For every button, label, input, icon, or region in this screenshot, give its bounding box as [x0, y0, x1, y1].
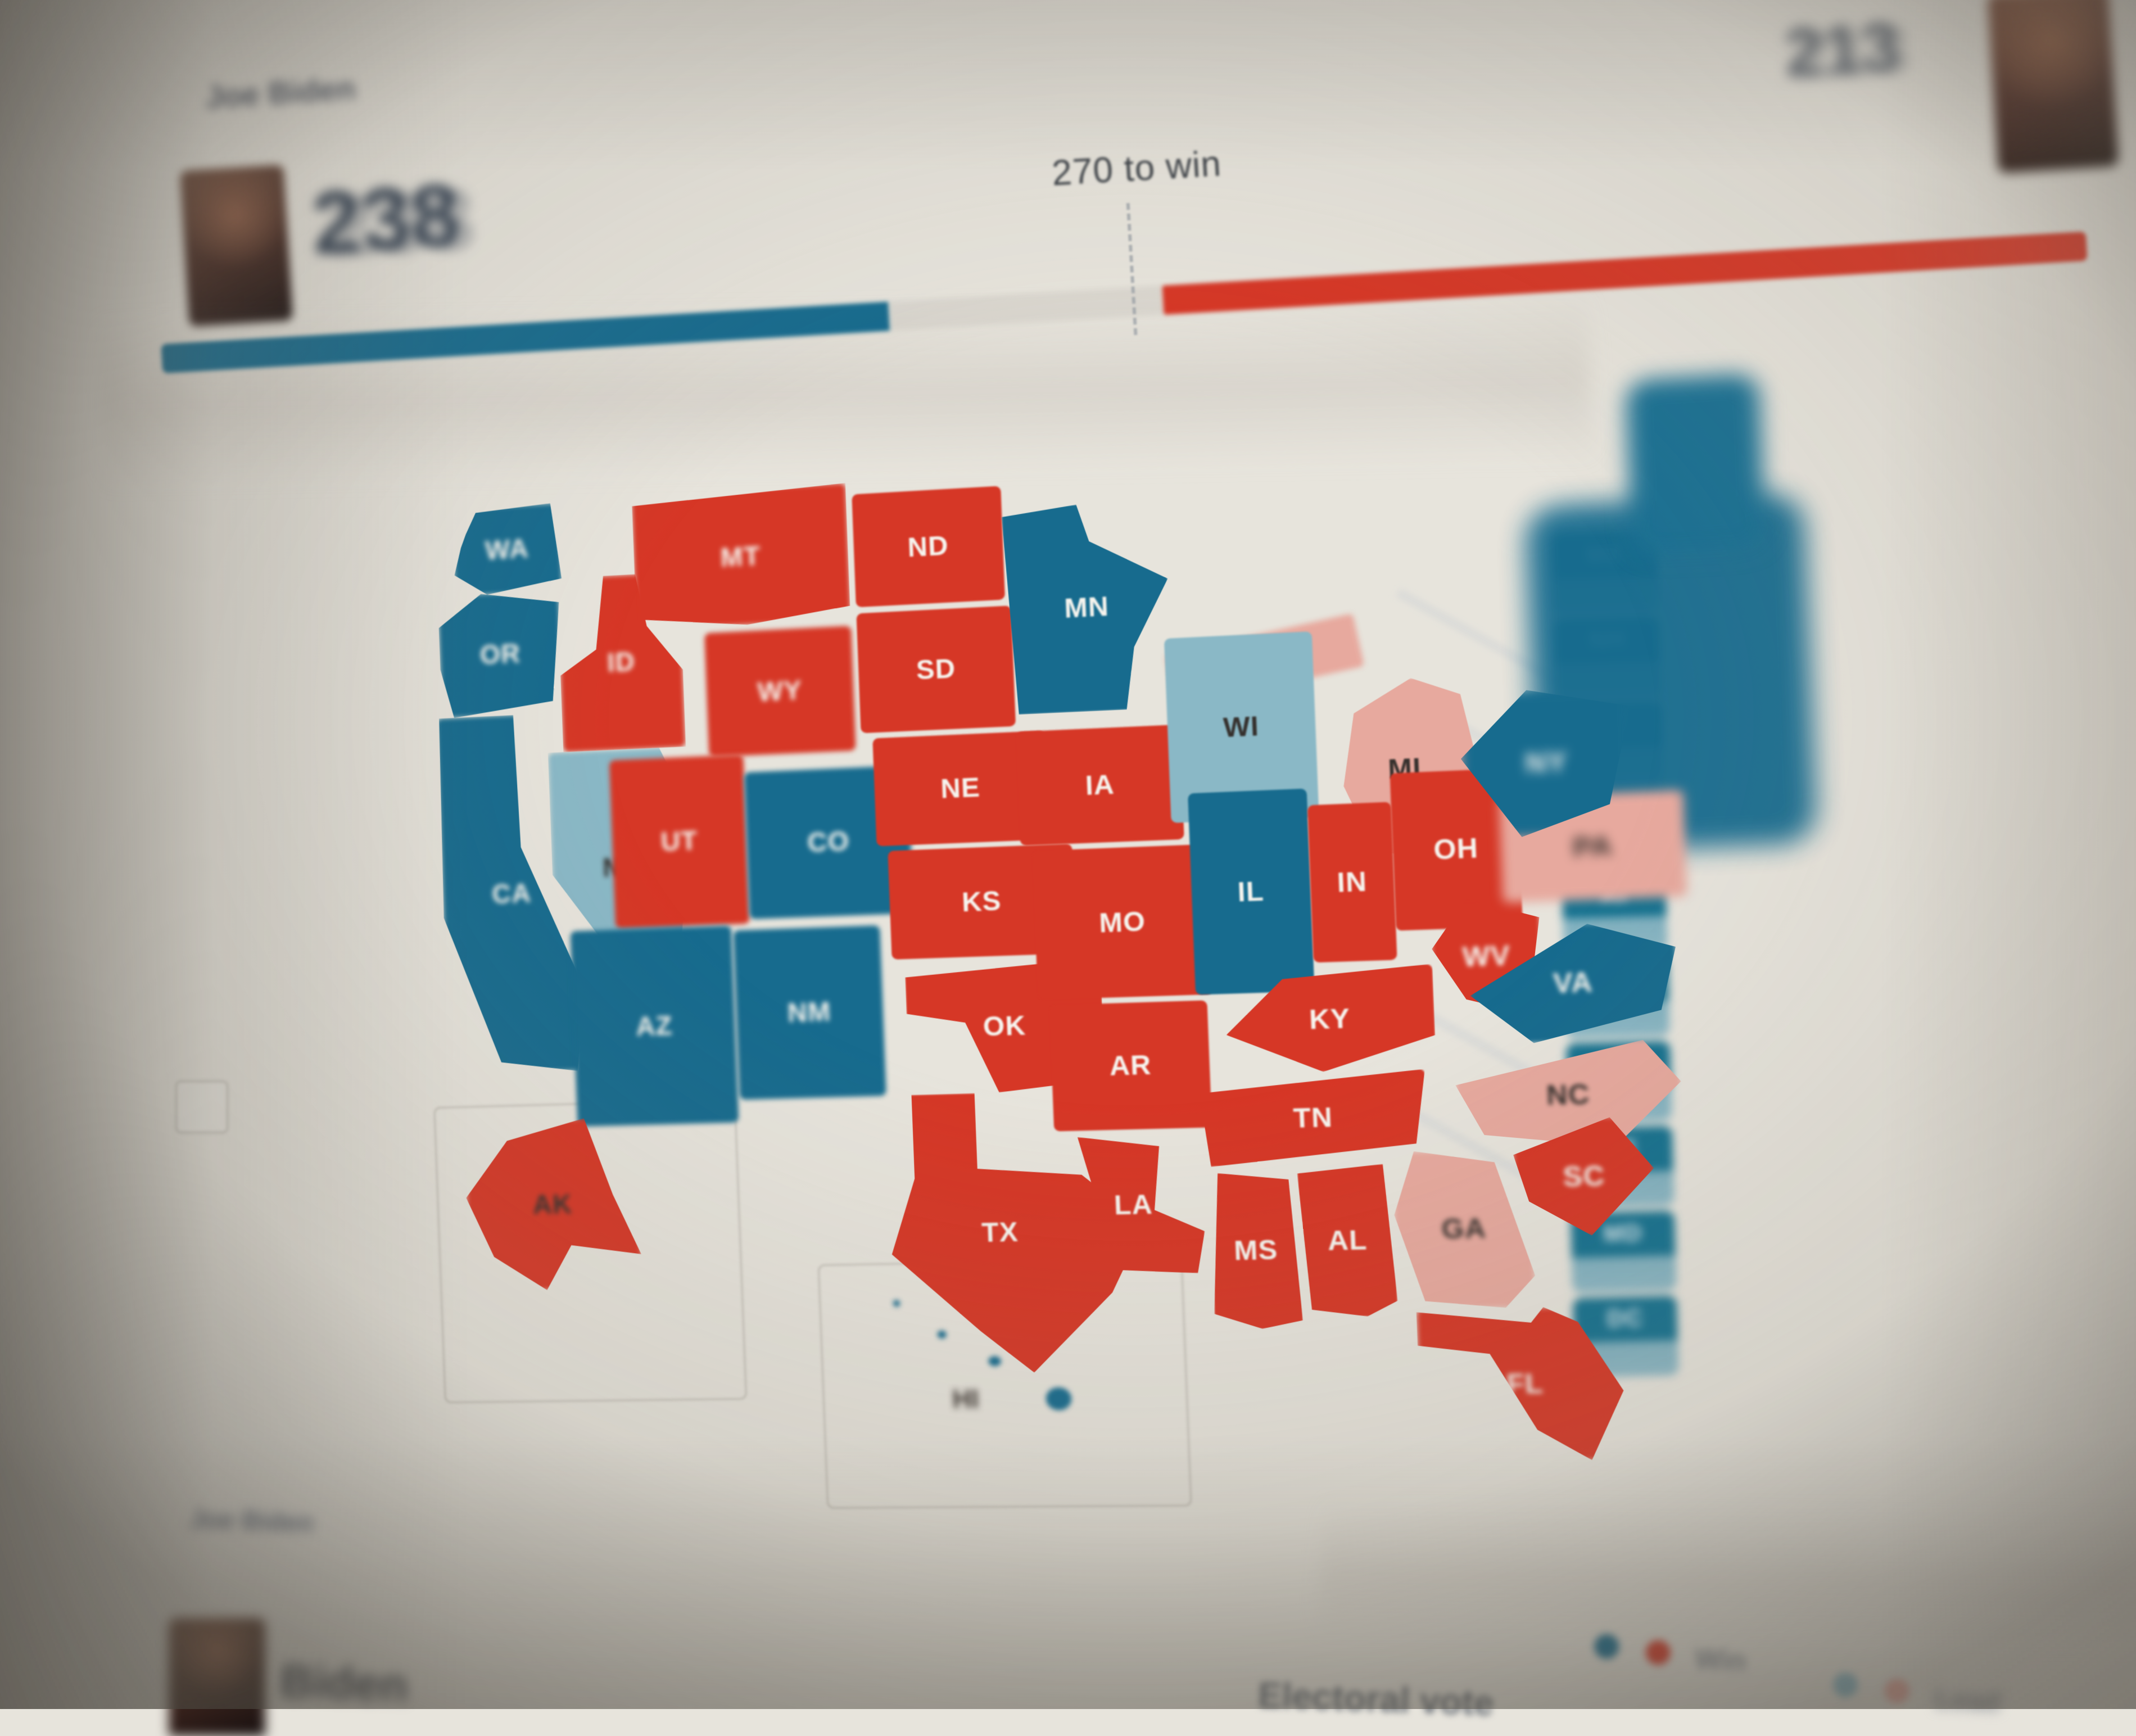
- state-label-AZ: AZ: [635, 1011, 673, 1042]
- state-label-PA: PA: [1572, 830, 1613, 864]
- state-label-MO: MO: [1098, 906, 1146, 939]
- legend-dem-lead-dot: [1832, 1672, 1859, 1698]
- state-label-MT: MT: [719, 541, 762, 573]
- state-label-ND: ND: [907, 530, 949, 563]
- state-label-NY: NY: [1524, 746, 1568, 779]
- map-zoom-control[interactable]: [175, 1081, 228, 1133]
- state-ND[interactable]: ND: [852, 485, 1005, 608]
- state-MT[interactable]: MT: [632, 483, 851, 630]
- undecided-bar-segment: [888, 286, 1164, 331]
- hawaii-island: [893, 1299, 900, 1307]
- state-label-NE: NE: [940, 772, 981, 805]
- state-label-HI: HI: [952, 1383, 980, 1414]
- state-IN[interactable]: IN: [1307, 802, 1397, 962]
- state-label-OK: OK: [982, 1011, 1027, 1043]
- state-label-UT: UT: [660, 826, 699, 858]
- state-label-KS: KS: [961, 886, 1002, 918]
- target-to-win-label: 270 to win: [1051, 143, 1223, 193]
- state-label-AL: AL: [1327, 1224, 1368, 1257]
- state-WY[interactable]: WY: [704, 625, 856, 757]
- state-label-OH: OH: [1433, 833, 1479, 866]
- legend-win-label: Win: [1694, 1643, 1747, 1677]
- state-label-AR: AR: [1108, 1050, 1152, 1082]
- state-UT[interactable]: UT: [609, 754, 750, 929]
- electoral-vote-caption: Electoral vote: [1257, 1674, 1495, 1724]
- state-label-TX: TX: [981, 1217, 1019, 1249]
- legend-lead-label: Lead: [1934, 1682, 2002, 1717]
- state-label-AK: AK: [532, 1189, 573, 1220]
- state-AZ[interactable]: AZ: [570, 925, 739, 1127]
- state-label-GA: GA: [1441, 1213, 1487, 1246]
- state-label-SD: SD: [915, 653, 957, 686]
- state-TN[interactable]: TN: [1198, 1069, 1428, 1167]
- state-label-IL: IL: [1237, 876, 1265, 908]
- state-label-LA: LA: [1113, 1189, 1153, 1221]
- state-MO[interactable]: MO: [1032, 844, 1214, 1001]
- state-label-CA: CA: [491, 878, 532, 910]
- state-label-SC: SC: [1562, 1160, 1606, 1193]
- state-MS[interactable]: MS: [1209, 1172, 1304, 1330]
- left-candidate-name: Joe Biden: [204, 70, 357, 115]
- state-label-CO: CO: [807, 826, 850, 858]
- left-candidate-photo: [179, 164, 293, 327]
- footer-section-label: Joe Biden: [189, 1504, 314, 1538]
- state-IA[interactable]: IA: [1016, 724, 1184, 846]
- state-AL[interactable]: AL: [1297, 1164, 1398, 1317]
- state-MN[interactable]: MN: [1001, 500, 1173, 715]
- state-IL[interactable]: IL: [1187, 788, 1315, 996]
- state-label-KY: KY: [1309, 1003, 1351, 1036]
- state-SD[interactable]: SD: [856, 605, 1016, 734]
- state-label-NC: NC: [1545, 1078, 1591, 1111]
- state-label-WA: WA: [485, 534, 530, 566]
- northeast-states-cluster: [1624, 373, 1766, 555]
- state-label-WY: WY: [757, 675, 803, 708]
- hawaii-island[interactable]: [1045, 1387, 1072, 1410]
- state-GA[interactable]: GA: [1392, 1149, 1536, 1309]
- state-label-FL: FL: [1506, 1368, 1544, 1400]
- state-label-IN: IN: [1336, 866, 1368, 899]
- right-candidate-photo: [1987, 0, 2119, 174]
- state-label-MS: MS: [1233, 1235, 1279, 1267]
- state-NM[interactable]: NM: [732, 925, 886, 1100]
- state-OR[interactable]: OR: [437, 590, 563, 718]
- footer-candidate-name: Biden: [279, 1656, 409, 1711]
- state-FL[interactable]: FL: [1416, 1306, 1635, 1462]
- footer-candidate-photo: [169, 1618, 265, 1736]
- state-label-WV: WV: [1461, 940, 1512, 973]
- legend-dem-win-dot: [1594, 1633, 1620, 1660]
- state-label-TN: TN: [1292, 1102, 1333, 1134]
- electoral-map[interactable]: HI WAORCANVIDMTWYUTCOAZNMNDSDNEKSOKTXMNI…: [427, 373, 1818, 1509]
- state-label-OR: OR: [479, 638, 521, 671]
- map-legend: Win Lead: [1592, 1611, 2119, 1723]
- state-label-NM: NM: [787, 997, 832, 1029]
- state-AR[interactable]: AR: [1049, 1000, 1212, 1132]
- state-label-IA: IA: [1084, 769, 1115, 802]
- left-electoral-count: 238: [309, 165, 463, 273]
- legend-rep-win-dot: [1645, 1639, 1671, 1666]
- state-WA[interactable]: WA: [452, 503, 562, 596]
- state-label-ID: ID: [607, 647, 636, 678]
- rep-bar-segment: [1161, 231, 2088, 315]
- state-label-VA: VA: [1552, 966, 1594, 1000]
- state-label-WI: WI: [1223, 711, 1260, 744]
- right-electoral-count: 213: [1782, 7, 1902, 92]
- state-label-MN: MN: [1064, 591, 1110, 625]
- legend-rep-lead-dot: [1884, 1678, 1910, 1705]
